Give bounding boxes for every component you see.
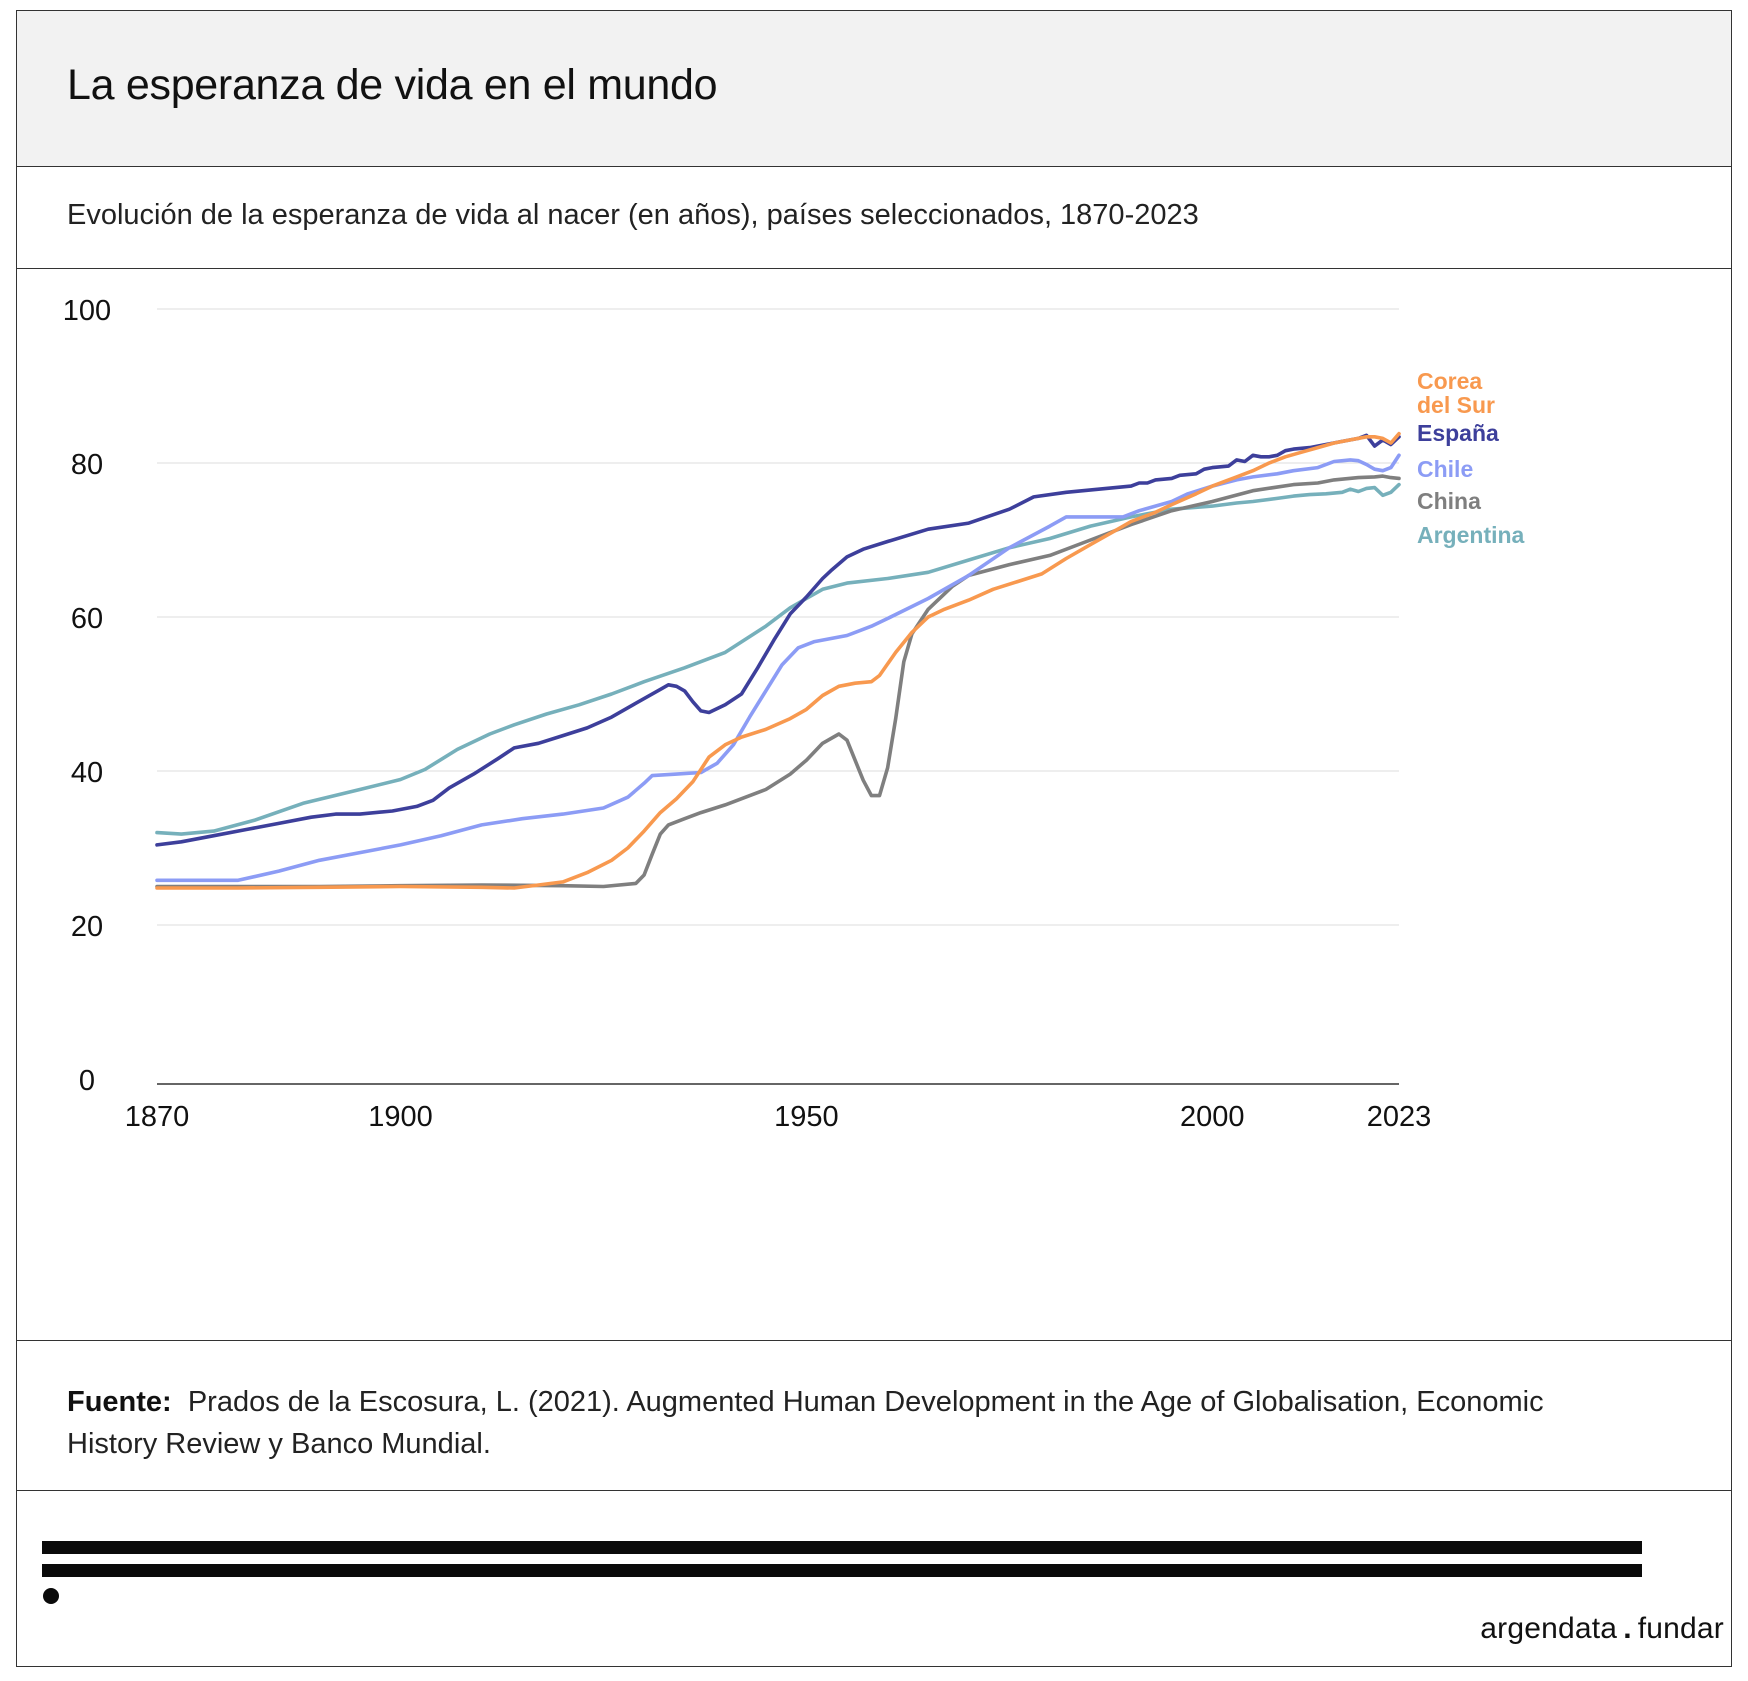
series-label-china: China [1417, 488, 1481, 514]
series-line-china [155, 474, 1401, 889]
series-label-corea-del-sur: Corea del Sur [1417, 368, 1495, 418]
source-band: Fuente: Prados de la Escosura, L. (2021)… [17, 1341, 1731, 1491]
brand-name-right: fundar [1637, 1612, 1724, 1645]
chart-area: 0 20 40 60 80 100 1870 1900 1950 2000 2023 Argent… [17, 269, 1731, 1341]
source-note: Fuente: Prados de la Escosura, L. (2021)… [67, 1381, 1627, 1465]
series-line-corea-del-sur [155, 431, 1401, 890]
brand-name-left: argendata [1480, 1612, 1618, 1645]
series-line-chile [155, 453, 1401, 883]
y-tick-label: 80 [71, 449, 103, 481]
brand-logo: argendata. fundar [1480, 1612, 1724, 1646]
brand-bar-top [42, 1541, 1642, 1554]
x-axis-ticks: 1870 1900 1950 2000 2023 [125, 1101, 1432, 1133]
infographic-frame: La esperanza de vida en el mundo Evoluci… [16, 10, 1732, 1667]
series-line-argentina [155, 482, 1401, 836]
x-tick-label: 1870 [125, 1101, 190, 1133]
brand-dot [43, 1588, 59, 1604]
y-axis-ticks: 0 20 40 60 80 100 [63, 295, 111, 1097]
page-title: La esperanza de vida en el mundo [67, 61, 718, 109]
header: La esperanza de vida en el mundo [17, 11, 1731, 167]
series-label-españa: España [1417, 420, 1499, 446]
y-tick-label: 40 [71, 757, 103, 789]
series-label-argentina: Argentina [1417, 522, 1525, 548]
chart-grid [157, 308, 1399, 1085]
life-expectancy-chart: 0 20 40 60 80 100 1870 1900 1950 2000 2023 Argent… [63, 295, 1525, 1133]
y-tick-label: 60 [71, 603, 103, 635]
x-tick-label: 1950 [774, 1101, 839, 1133]
y-tick-label: 100 [63, 295, 111, 327]
x-tick-label: 1900 [368, 1101, 433, 1133]
x-tick-label: 2000 [1180, 1101, 1245, 1133]
series-line-españa [155, 433, 1401, 847]
y-tick-label: 20 [71, 911, 103, 943]
subtitle-band: Evolución de la esperanza de vida al nac… [17, 167, 1731, 269]
brand-bar-bottom [42, 1564, 1642, 1577]
chart-subtitle: Evolución de la esperanza de vida al nac… [67, 199, 1199, 231]
chart-series [155, 431, 1401, 890]
source-text: Prados de la Escosura, L. (2021). Augmen… [67, 1386, 1544, 1460]
source-label: Fuente: [67, 1386, 172, 1418]
series-label-chile: Chile [1417, 456, 1473, 482]
brand-separator: . [1623, 1612, 1632, 1645]
x-tick-label: 2023 [1367, 1101, 1432, 1133]
y-tick-label: 0 [79, 1065, 95, 1097]
